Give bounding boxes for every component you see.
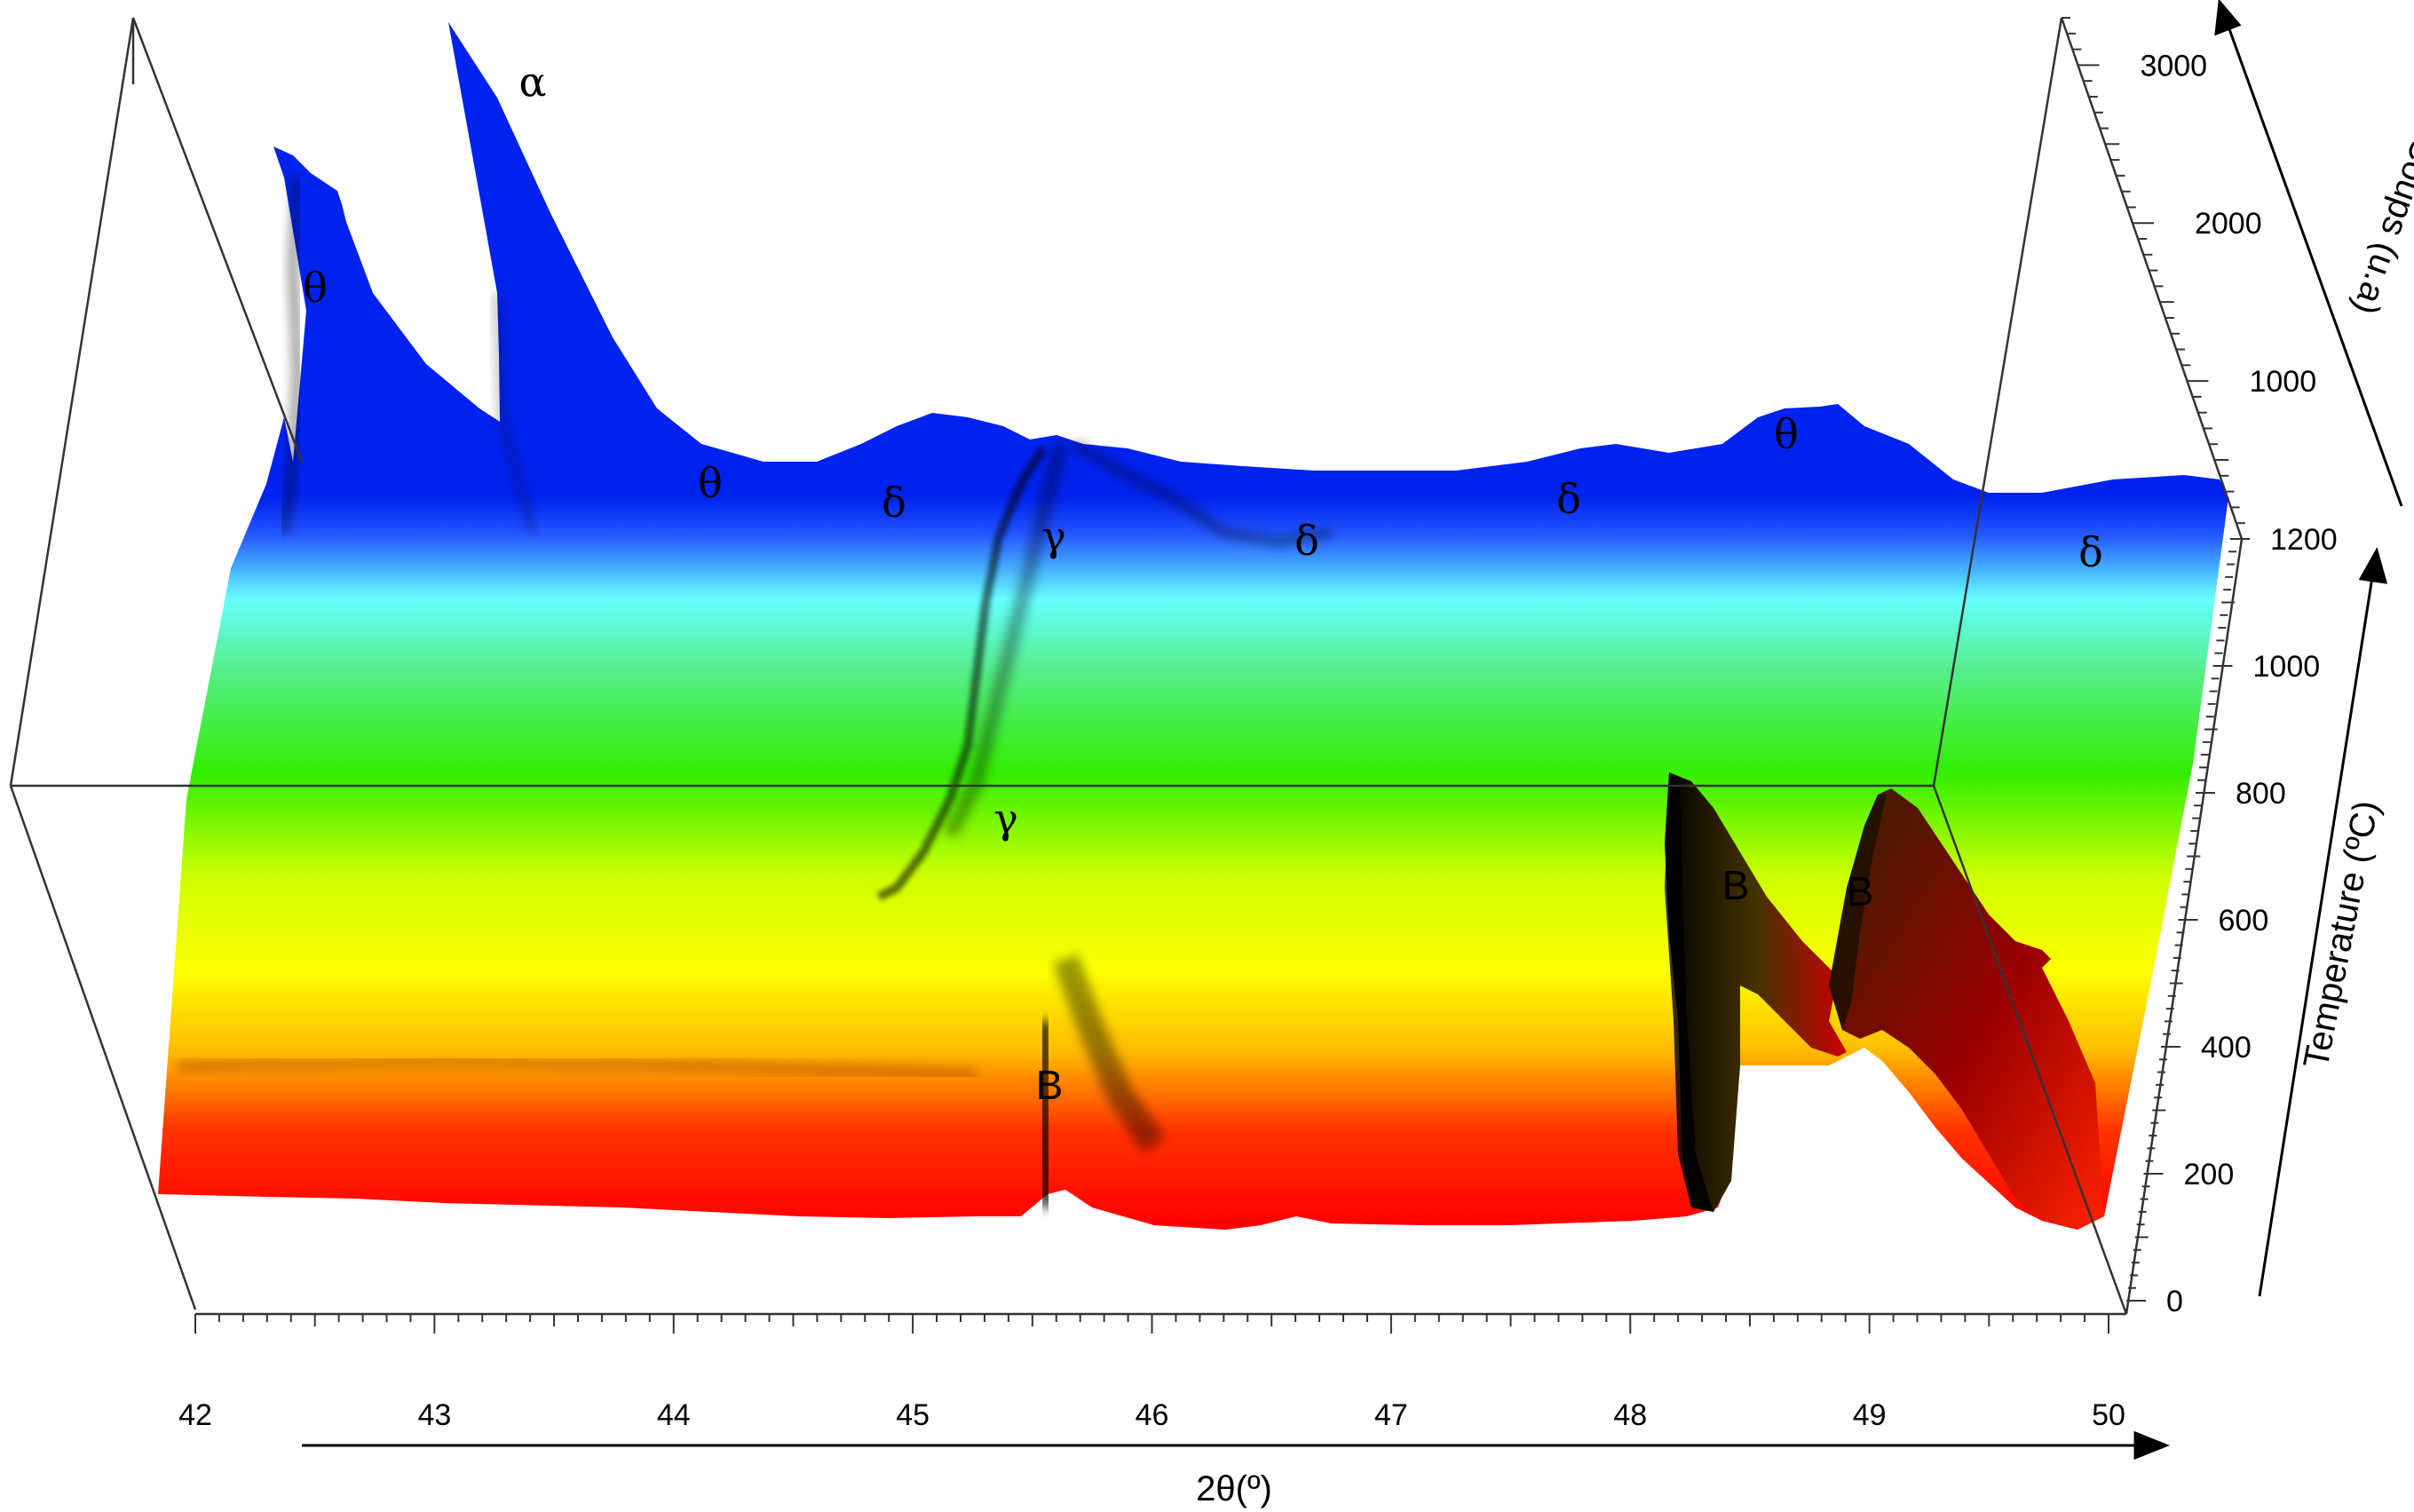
- phase-label-delta-3: δ: [1556, 475, 1581, 523]
- temperature-tick-labels: 0 200 400 600 800 1000 1200: [2166, 523, 2338, 1318]
- box-edge-left-diag-top: [131, 17, 304, 463]
- x-axis-title: 2θ(º): [1196, 1469, 1272, 1508]
- counts-axis-arrow-line: [2227, 26, 2403, 507]
- b-ridge-shadow-2: [1052, 954, 1166, 1153]
- phase-label-b-1: B: [1036, 1062, 1064, 1108]
- temperature-axis-arrowhead: [2358, 547, 2388, 584]
- counts-tick-labels: 1000 2000 3000: [2140, 49, 2316, 399]
- box-edge-left-diag: [9, 785, 197, 1310]
- b-peaks: [1665, 772, 2104, 1230]
- phase-label-b-2: B: [1722, 862, 1750, 908]
- temperature-axis-title: Temperature (ºC): [2296, 797, 2386, 1072]
- counts-tick-label: 2000: [2195, 207, 2262, 241]
- b-ridge-shadow: [1033, 1021, 1057, 1208]
- counts-tick-label: 3000: [2140, 49, 2207, 83]
- temperature-tick-label: 1000: [2253, 650, 2321, 684]
- box-edge-right-vertical: [1932, 17, 2063, 787]
- x-axis-arrowhead: [2133, 1430, 2171, 1461]
- phase-label-delta-4: δ: [2078, 528, 2103, 576]
- phase-label-theta-3: θ: [1774, 410, 1799, 458]
- counts-minor-ticks: [2062, 17, 2245, 525]
- box-edge-right-front: [2125, 538, 2244, 1315]
- box-edge-right-diag: [1932, 785, 2128, 1315]
- x-tick-label: 44: [657, 1398, 691, 1432]
- counts-axis-title: Coups (u.a): [2346, 131, 2414, 320]
- temperature-axis-arrow-line: [2258, 576, 2374, 1297]
- delta-ridge-shadow: [1072, 439, 1333, 547]
- temperature-minor-ticks: [2126, 538, 2250, 1302]
- bounding-box: [9, 17, 2244, 1316]
- temperature-tick-label: 600: [2219, 904, 2269, 938]
- phase-label-theta-1: θ: [303, 264, 328, 312]
- phase-label-delta-2: δ: [1294, 517, 1319, 565]
- phase-label-b-3: B: [1847, 868, 1874, 914]
- b-peak-1-front: [1665, 772, 1714, 1212]
- x-tick-label: 47: [1374, 1398, 1408, 1432]
- box-edge-left-vertical: [9, 17, 135, 787]
- x-tick-label: 49: [1853, 1398, 1887, 1432]
- x-tick-label: 46: [1136, 1398, 1169, 1432]
- temperature-tick-label: 800: [2236, 777, 2286, 811]
- counts-tick-label: 1000: [2249, 365, 2316, 399]
- phase-labels: α θ θ δ γ δ δ θ δ γ B B B: [303, 58, 2103, 1108]
- phase-label-gamma-2: γ: [993, 795, 1018, 843]
- x-tick-label: 43: [417, 1398, 451, 1432]
- b-peak-2: [1829, 788, 2104, 1230]
- gamma-ridge-shadow-2: [943, 442, 1068, 838]
- temperature-tick-label: 200: [2184, 1158, 2235, 1191]
- alpha-shadow: [494, 292, 536, 534]
- phase-label-alpha: α: [518, 58, 546, 106]
- box-edge-right-top-diag: [2060, 17, 2244, 540]
- counts-axis-arrowhead: [2214, 0, 2242, 36]
- phase-label-theta-2: θ: [698, 459, 723, 507]
- x-minor-ticks: [194, 1314, 2109, 1334]
- b-peak-1: [1665, 772, 1847, 1212]
- phase-label-delta-1: δ: [882, 479, 906, 526]
- temperature-tick-label: 0: [2166, 1285, 2183, 1318]
- temperature-tick-label: 400: [2201, 1031, 2252, 1065]
- b-peak-2-dark-edge: [1829, 795, 1887, 1030]
- x-tick-label: 45: [896, 1398, 930, 1432]
- x-tick-labels: 42 43 44 45 46 47 48 49 50: [178, 1398, 2125, 1432]
- x-tick-label: 48: [1613, 1398, 1647, 1432]
- lower-band-texture: [177, 1054, 977, 1081]
- theta-left-shadow: [280, 177, 303, 534]
- phase-label-gamma-1: γ: [1041, 512, 1066, 560]
- axis-arrows: [302, 0, 2403, 1461]
- gamma-ridge-shadow: [876, 446, 1048, 901]
- x-tick-label: 42: [178, 1398, 212, 1432]
- x-tick-label: 50: [2092, 1398, 2125, 1432]
- temperature-tick-label: 1200: [2270, 523, 2338, 557]
